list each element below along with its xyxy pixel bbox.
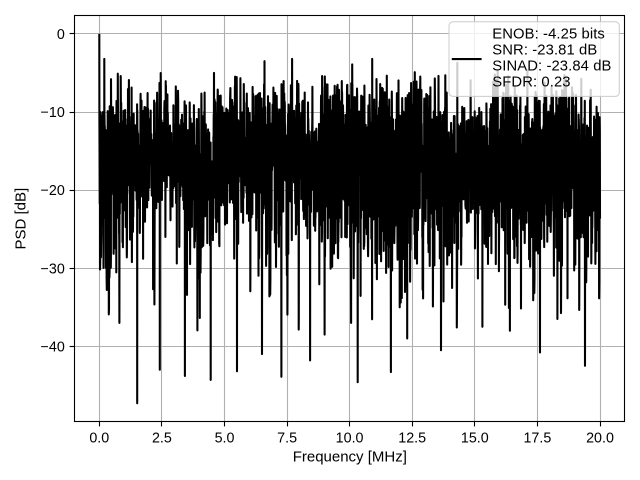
svg-text:ENOB: -4.25 bits: ENOB: -4.25 bits (492, 26, 605, 42)
svg-text:0: 0 (57, 27, 65, 43)
svg-text:SNR: -23.81 dB: SNR: -23.81 dB (492, 42, 597, 58)
svg-text:−20: −20 (41, 183, 65, 199)
svg-text:20.0: 20.0 (586, 430, 614, 446)
svg-text:7.5: 7.5 (277, 430, 297, 446)
svg-text:Frequency [MHz]: Frequency [MHz] (293, 449, 407, 466)
svg-text:−10: −10 (41, 105, 65, 121)
svg-text:5.0: 5.0 (215, 430, 235, 446)
svg-text:SFDR: 0.23: SFDR: 0.23 (492, 74, 570, 90)
svg-text:0.0: 0.0 (89, 430, 109, 446)
svg-text:17.5: 17.5 (523, 430, 551, 446)
svg-text:2.5: 2.5 (152, 430, 172, 446)
svg-text:15.0: 15.0 (461, 430, 489, 446)
svg-text:−30: −30 (41, 261, 65, 277)
svg-text:PSD [dB]: PSD [dB] (13, 188, 30, 250)
svg-text:SINAD: -23.84 dB: SINAD: -23.84 dB (492, 58, 611, 74)
svg-text:12.5: 12.5 (398, 430, 426, 446)
svg-text:10.0: 10.0 (336, 430, 364, 446)
svg-text:−40: −40 (41, 339, 65, 355)
